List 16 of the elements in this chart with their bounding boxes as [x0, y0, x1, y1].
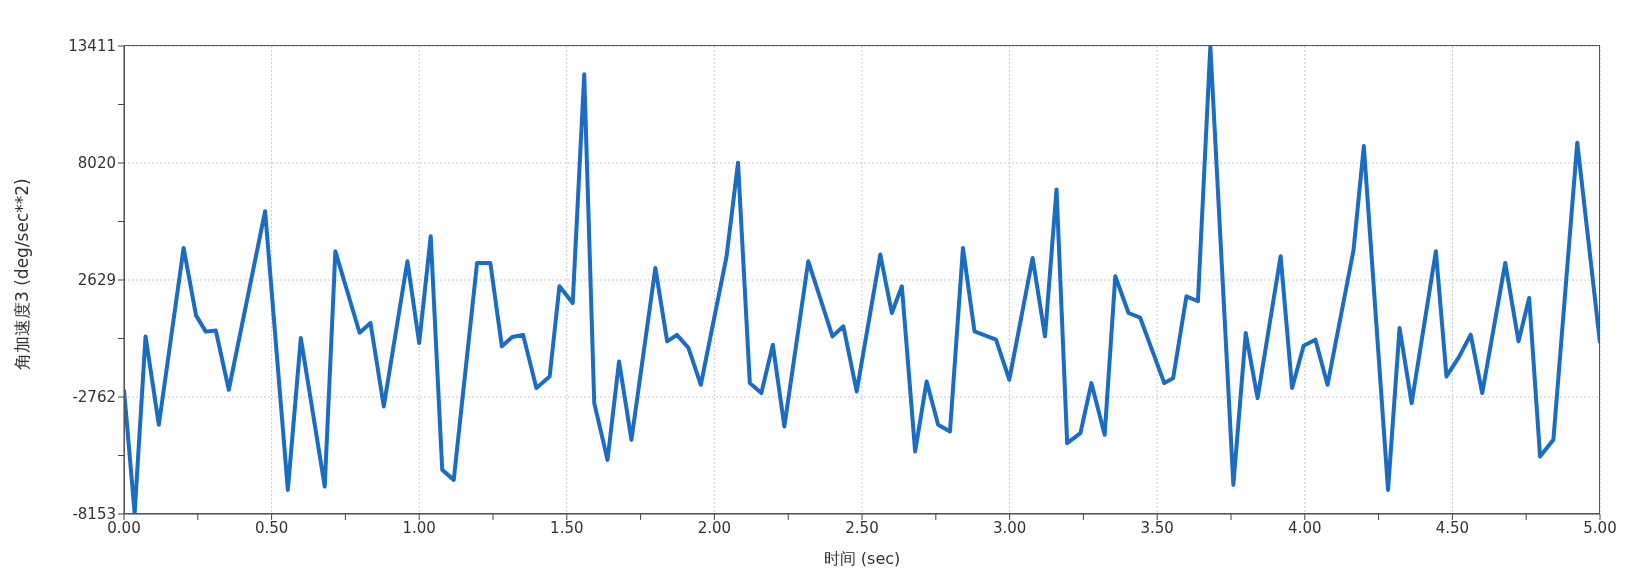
x-tick-label: 2.00: [697, 518, 732, 537]
x-tick-label: 0.50: [254, 518, 289, 537]
x-tick-label: 2.50: [845, 518, 879, 537]
x-tick-label: 3.00: [992, 518, 1027, 537]
y-tick-label: 13411: [68, 37, 116, 56]
x-tick-label: 1.50: [550, 518, 584, 537]
x-tick-label: 3.50: [1140, 518, 1174, 537]
x-tick-label: 4.50: [1435, 518, 1470, 537]
x-axis-title: 时间 (sec): [823, 549, 901, 568]
y-tick-label: 2629: [77, 271, 116, 290]
x-tick-label: 4.00: [1288, 518, 1322, 537]
x-tick-label: 5.00: [1583, 518, 1617, 537]
y-axis-title: 角加速度3 (deg/sec**2): [12, 178, 33, 370]
x-tick-label: 1.00: [402, 518, 436, 537]
y-tick-label: 8020: [77, 154, 116, 173]
y-tick-label: -2762: [72, 388, 116, 407]
